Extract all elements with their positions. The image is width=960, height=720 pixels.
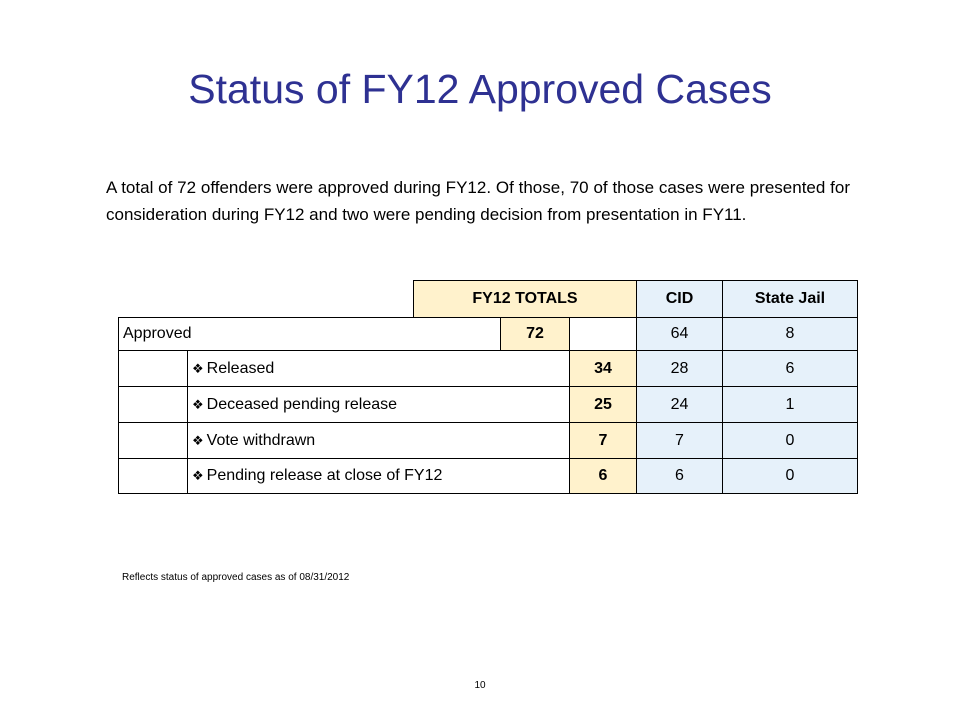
row-label-text: Deceased pending release — [206, 395, 398, 413]
row-state-jail: 6 — [722, 350, 858, 387]
row-indent-cell — [118, 422, 188, 459]
row-state-jail: 0 — [722, 422, 858, 459]
table-row-label: ❖ Vote withdrawn — [187, 422, 570, 459]
page-number: 10 — [474, 680, 486, 691]
row-indent-cell — [118, 458, 188, 494]
row-total: 25 — [569, 386, 637, 423]
row-total: 7 — [569, 422, 637, 459]
row-cid: 7 — [636, 422, 723, 459]
diamond-bullet-icon: ❖ — [192, 432, 204, 448]
row-indent-cell — [118, 350, 188, 387]
header-cid: CID — [636, 280, 723, 318]
approved-cid: 64 — [636, 317, 723, 351]
row-state-jail: 1 — [722, 386, 858, 423]
header-fy12-totals: FY12 TOTALS — [413, 280, 637, 318]
status-footnote: Reflects status of approved cases as of … — [122, 572, 350, 583]
row-indent-cell — [118, 386, 188, 423]
row-label-text: Vote withdrawn — [206, 431, 316, 449]
row-state-jail: 0 — [722, 458, 858, 494]
approved-total: 72 — [500, 317, 570, 351]
approved-label: Approved — [118, 317, 501, 351]
diamond-bullet-icon: ❖ — [192, 468, 204, 483]
diamond-bullet-icon: ❖ — [192, 360, 204, 376]
diamond-bullet-icon: ❖ — [192, 396, 204, 412]
table-row-label: ❖ Released — [187, 350, 570, 387]
table-row-label: ❖ Pending release at close of FY12 — [187, 458, 570, 494]
row-total: 34 — [569, 350, 637, 387]
approved-state-jail: 8 — [722, 317, 858, 351]
row-cid: 28 — [636, 350, 723, 387]
row-cid: 6 — [636, 458, 723, 494]
row-total: 6 — [569, 458, 637, 494]
intro-paragraph: A total of 72 offenders were approved du… — [106, 178, 850, 224]
page-title: Status of FY12 Approved Cases — [188, 66, 772, 112]
row-cid: 24 — [636, 386, 723, 423]
row-label-text: Released — [206, 359, 275, 377]
table-row-label: ❖ Deceased pending release — [187, 386, 570, 423]
header-state-jail: State Jail — [722, 280, 858, 318]
row-label-text: Pending release at close of FY12 — [206, 467, 443, 484]
approved-spacer — [569, 317, 637, 351]
